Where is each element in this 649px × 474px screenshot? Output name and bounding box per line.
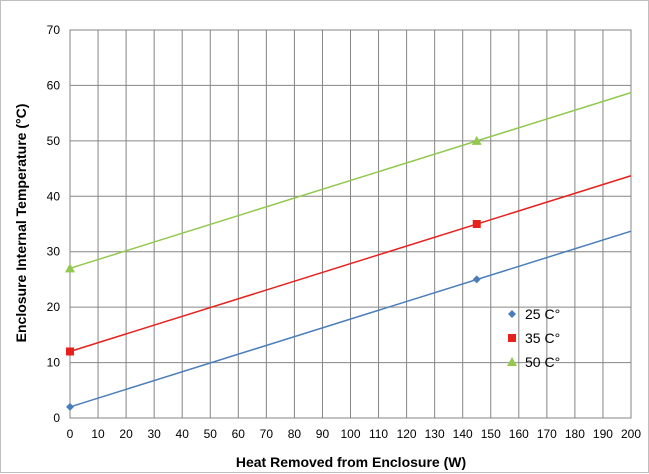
series-line (69, 175, 632, 353)
x-tick-label: 0 (67, 427, 74, 441)
data-point (471, 135, 482, 145)
y-tick-label: 50 (47, 134, 61, 148)
series-line (69, 230, 632, 408)
legend-entry: 50 C° (525, 354, 560, 370)
x-tick-label: 200 (621, 427, 641, 441)
legend-entry: 25 C° (525, 306, 560, 322)
y-tick-label: 60 (47, 78, 61, 92)
x-tick-labels: 0 10 20 30 40 50 60 70 80 90 100 110 120 130 140 150 160… (67, 427, 642, 441)
x-tick-label: 80 (288, 427, 302, 441)
data-point (66, 347, 74, 356)
y-tick-label: 20 (47, 300, 61, 314)
x-tick-label: 60 (232, 427, 246, 441)
legend-marker (507, 357, 517, 366)
legend-marker (508, 310, 516, 318)
x-tick-label: 70 (260, 427, 274, 441)
x-axis-title: Heat Removed from Enclosure (W) (236, 454, 466, 470)
data-point (472, 220, 481, 228)
x-tick-label: 120 (397, 427, 417, 441)
legend-marker (508, 334, 516, 342)
x-tick-label: 10 (91, 427, 105, 441)
x-tick-label: 150 (481, 427, 501, 441)
legend: 25 C° 35 C° 50 C° (507, 306, 560, 370)
x-tick-label: 100 (340, 427, 360, 441)
y-tick-label: 10 (47, 356, 61, 370)
series-lines (69, 91, 632, 408)
x-tick-label: 40 (176, 427, 190, 441)
y-tick-label: 30 (47, 245, 61, 259)
y-axis-title: Enclosure Internal Temperature (°C) (13, 104, 29, 343)
y-tick-labels: 0 10 20 30 40 50 60 70 (47, 23, 61, 425)
x-tick-label: 140 (453, 427, 473, 441)
x-tick-label: 160 (509, 427, 529, 441)
x-tick-label: 190 (593, 427, 613, 441)
data-points (65, 135, 482, 411)
plot-area (69, 29, 632, 419)
x-tick-label: 90 (316, 427, 330, 441)
legend-entry: 35 C° (525, 330, 560, 346)
y-tick-label: 0 (53, 411, 60, 425)
x-tick-label: 180 (565, 427, 585, 441)
series-line (69, 91, 632, 270)
x-tick-label: 50 (204, 427, 218, 441)
y-tick-label: 70 (47, 23, 61, 37)
y-tick-label: 40 (47, 189, 61, 203)
data-point (65, 263, 75, 273)
data-point (66, 402, 74, 411)
x-tick-label: 20 (119, 427, 133, 441)
x-tick-label: 110 (369, 427, 388, 441)
data-point (472, 275, 481, 284)
x-tick-label: 130 (425, 427, 445, 441)
x-tick-label: 170 (537, 427, 557, 441)
x-tick-label: 30 (147, 427, 161, 441)
grid (69, 29, 632, 419)
